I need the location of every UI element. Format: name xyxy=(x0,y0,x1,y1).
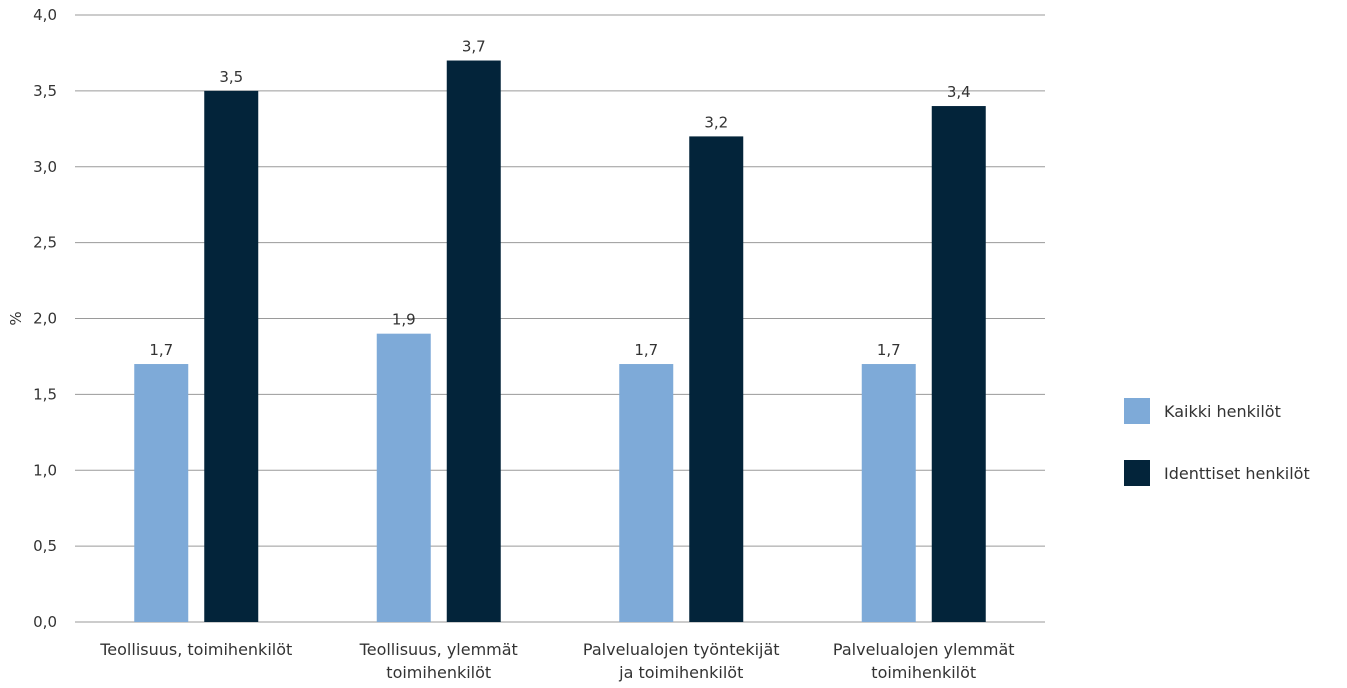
y-tick-label: 1,0 xyxy=(33,461,57,479)
data-label: 1,7 xyxy=(877,341,901,359)
y-tick-label: 0,0 xyxy=(33,613,57,631)
legend: Kaikki henkilöt Identtiset henkilöt xyxy=(1124,396,1310,520)
y-tick-label: 2,5 xyxy=(33,234,57,252)
y-tick-label: 2,0 xyxy=(33,310,57,328)
y-tick-label: 3,0 xyxy=(33,158,57,176)
bar-kaikki xyxy=(376,333,431,622)
bar-kaikki xyxy=(134,364,189,622)
bar-kaikki xyxy=(861,364,916,622)
legend-label-kaikki: Kaikki henkilöt xyxy=(1164,401,1281,421)
bar-identtiset xyxy=(204,90,259,622)
data-label: 1,7 xyxy=(634,341,658,359)
x-category-label: ja toimihenkilöt xyxy=(618,663,743,682)
data-label: 3,4 xyxy=(947,83,971,101)
bar-identtiset xyxy=(446,60,501,622)
bar-identtiset xyxy=(931,106,986,623)
data-label: 1,9 xyxy=(392,311,416,329)
x-category-label: toimihenkilöt xyxy=(386,663,491,682)
y-tick-label: 1,5 xyxy=(33,385,57,403)
bar-identtiset xyxy=(689,136,744,622)
x-category-label: Palvelualojen ylemmät xyxy=(833,640,1015,659)
y-axis-label: % xyxy=(7,311,25,325)
x-category-label: Teollisuus, toimihenkilöt xyxy=(99,640,292,659)
y-tick-label: 3,5 xyxy=(33,82,57,100)
data-label: 1,7 xyxy=(149,341,173,359)
legend-label-identtiset: Identtiset henkilöt xyxy=(1164,463,1310,483)
y-tick-label: 4,0 xyxy=(33,6,57,24)
legend-swatch-identtiset xyxy=(1124,460,1150,486)
legend-item-identtiset: Identtiset henkilöt xyxy=(1124,458,1310,488)
x-category-label: Palvelualojen työntekijät xyxy=(583,640,780,659)
y-tick-label: 0,5 xyxy=(33,537,57,555)
data-label: 3,2 xyxy=(704,113,728,131)
x-category-label: toimihenkilöt xyxy=(871,663,976,682)
bar-kaikki xyxy=(619,364,674,622)
x-category-label: Teollisuus, ylemmät xyxy=(359,640,518,659)
data-label: 3,5 xyxy=(219,68,243,86)
legend-swatch-kaikki xyxy=(1124,398,1150,424)
legend-item-kaikki: Kaikki henkilöt xyxy=(1124,396,1310,426)
data-label: 3,7 xyxy=(462,38,486,56)
